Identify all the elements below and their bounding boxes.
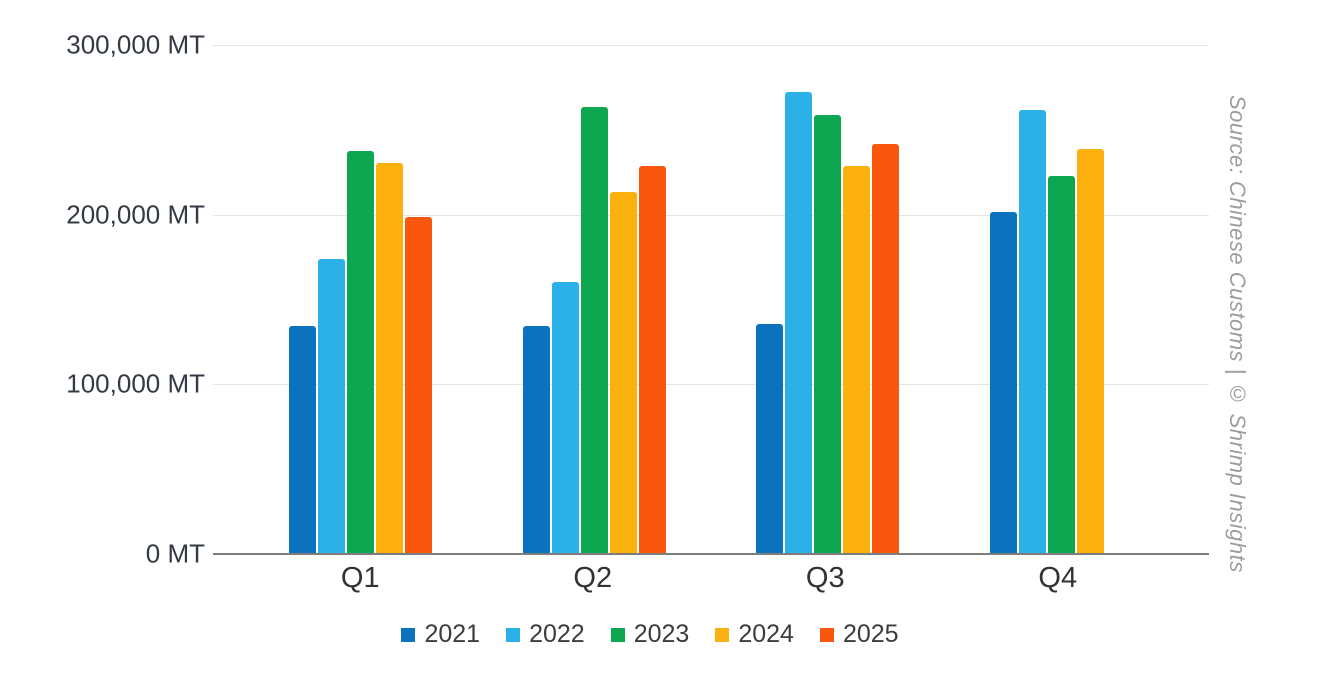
legend-swatch-icon [819,627,834,642]
legend-item-2022: 2022 [506,620,585,649]
bar-2021-q1 [289,325,317,553]
x-axis-label: Q3 [805,562,845,594]
y-tick-label: 300,000 MT [66,29,205,60]
bar-group-q2 [478,45,712,553]
legend-item-2021: 2021 [401,620,480,649]
legend-label: 2025 [842,620,899,648]
bar-2024-q1 [376,162,404,553]
legend-label: 2021 [424,620,481,648]
x-axis: Q1 Q2 Q3 Q4 [244,562,1174,595]
bar-2021-q2 [522,325,550,553]
source-note: Source: Chinese Customs | © Shrimp Insig… [1225,95,1250,573]
bar-2024-q3 [843,166,871,553]
legend-label: 2022 [529,620,585,648]
y-tick-label: 100,000 MT [66,368,205,399]
legend-swatch-icon [506,627,521,642]
legend: 2021 2022 2023 2024 2025 [0,620,1300,649]
legend-item-2023: 2023 [610,620,690,649]
gridline [213,214,1209,216]
bar-2021-q4 [989,211,1017,553]
bar-2022-q1 [318,259,346,553]
y-tick-label: 200,000 MT [66,199,205,230]
legend-swatch-icon [401,627,416,642]
bar-group-q1 [244,45,478,553]
y-tick-label: 0 MT [145,538,205,569]
bar-2024-q2 [609,191,637,553]
bar-groups [244,45,1178,553]
bar-2022-q2 [551,281,579,553]
x-axis-label: Q2 [573,562,613,594]
bar-2025-q2 [638,166,666,553]
plot-area [213,45,1209,555]
bar-group-q3 [711,45,945,553]
x-axis-label: Q4 [1038,562,1078,594]
bar-2023-q4 [1047,176,1075,553]
bar-2023-q3 [814,115,842,553]
bar-group-q4 [945,45,1179,553]
x-axis-label: Q1 [340,562,380,594]
bar-2022-q3 [785,91,813,553]
gridline [213,384,1209,386]
gridline [213,45,1209,46]
bar-2022-q4 [1018,110,1046,553]
bar-2025-q1 [405,217,433,553]
legend-swatch-icon [715,627,730,642]
legend-item-2025: 2025 [819,620,899,649]
y-axis: 300,000 MT 200,000 MT 100,000 MT 0 MT [0,30,205,569]
legend-label: 2024 [738,620,794,648]
bar-2023-q1 [347,150,375,553]
bar-2025-q3 [872,144,900,553]
legend-swatch-icon [610,627,625,642]
legend-item-2024: 2024 [715,620,794,649]
legend-label: 2023 [633,620,690,648]
bar-2023-q2 [580,106,608,553]
x-axis-line [213,553,1209,555]
bar-2021-q3 [756,323,784,553]
bar-2024-q4 [1076,149,1104,553]
